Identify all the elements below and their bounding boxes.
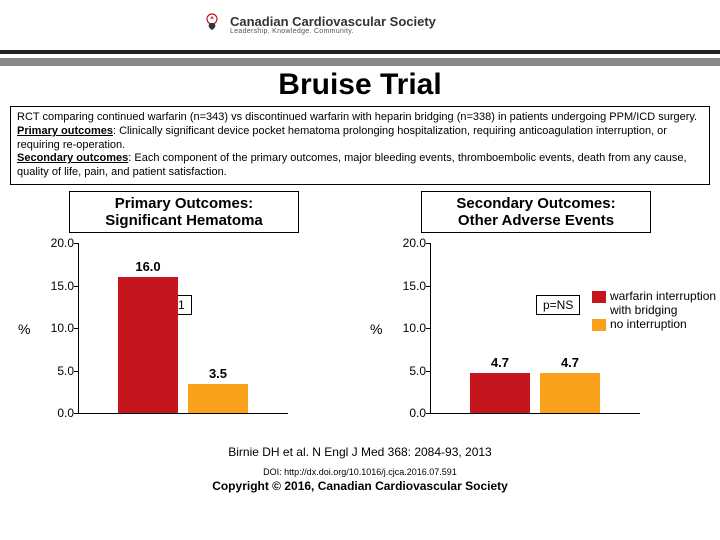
bar: 3.5 [188,384,248,414]
bar: 16.0 [118,277,178,413]
chart-area: %p=NS0.05.010.015.020.04.74.7 [386,237,686,437]
y-tick: 5.0 [40,364,74,378]
legend-swatch [592,291,606,303]
y-axis-label: % [370,321,382,337]
ccs-logo: Canadian Cardiovascular Society Leadersh… [200,13,436,37]
secondary-outcomes-label: Secondary outcomes [17,152,128,164]
header-stripe [0,58,720,66]
chart-title: Secondary Outcomes:Other Adverse Events [421,191,651,234]
legend: warfarin interruption with bridgingno in… [592,290,720,331]
bar-value-label: 4.7 [470,355,530,370]
slide-title: Bruise Trial [0,68,720,102]
y-tick: 10.0 [392,321,426,335]
description-box: RCT comparing continued warfarin (n=343)… [10,106,710,185]
bar-value-label: 16.0 [118,259,178,274]
plot: 0.05.010.015.020.016.03.5 [78,243,288,423]
org-name: Canadian Cardiovascular Society [230,15,436,28]
bar: 4.7 [540,373,600,413]
bar-value-label: 3.5 [188,366,248,381]
legend-label: warfarin interruption with bridging [610,290,720,318]
y-tick: 0.0 [40,406,74,420]
y-tick: 10.0 [40,321,74,335]
y-tick: 0.0 [392,406,426,420]
y-tick: 15.0 [40,279,74,293]
bar: 4.7 [470,373,530,413]
chart-title: Primary Outcomes:Significant Hematoma [69,191,299,234]
org-tagline: Leadership. Knowledge. Community. [230,28,436,35]
chart-0: Primary Outcomes:Significant Hematoma%p<… [34,191,334,438]
y-tick: 5.0 [392,364,426,378]
y-axis-label: % [18,321,30,337]
primary-outcomes-text: : Clinically significant device pocket h… [17,125,667,151]
y-tick: 20.0 [392,236,426,250]
desc-lead: RCT comparing continued warfarin (n=343)… [17,111,697,123]
legend-item: no interruption [592,318,720,332]
y-tick: 20.0 [40,236,74,250]
y-tick: 15.0 [392,279,426,293]
plot: 0.05.010.015.020.04.74.7 [430,243,640,423]
copyright: Copyright © 2016, Canadian Cardiovascula… [0,479,720,493]
legend-swatch [592,319,606,331]
maple-leaf-heart-icon [200,13,224,37]
slide-header: Canadian Cardiovascular Society Leadersh… [0,0,720,54]
citation: Birnie DH et al. N Engl J Med 368: 2084-… [0,445,720,459]
bar-value-label: 4.7 [540,355,600,370]
primary-outcomes-label: Primary outcomes [17,125,113,137]
chart-area: %p<0.0010.05.010.015.020.016.03.5 [34,237,334,437]
doi: DOI: http://dx.doi.org/10.1016/j.cjca.20… [0,467,720,477]
legend-item: warfarin interruption with bridging [592,290,720,318]
legend-label: no interruption [610,318,720,332]
